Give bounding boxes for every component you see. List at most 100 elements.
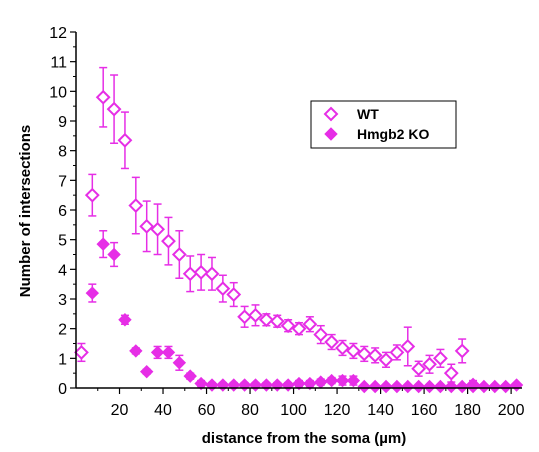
data-point [292, 376, 306, 391]
data-point [379, 379, 393, 394]
data-point [96, 237, 110, 251]
legend-ko-marker [324, 127, 338, 141]
x-axis-title: distance from the soma (µm) [202, 430, 407, 447]
data-point [226, 287, 242, 302]
data-point [281, 378, 295, 392]
data-point [171, 247, 187, 262]
data-point [401, 379, 415, 394]
y-tick-label: 5 [58, 233, 67, 250]
data-point [509, 378, 524, 392]
data-point [443, 365, 459, 381]
legend-box [310, 100, 457, 149]
data-point [84, 187, 100, 203]
data-point [357, 379, 371, 394]
series-wt [74, 66, 481, 393]
y-tick-label: 10 [49, 84, 67, 101]
data-point [313, 327, 329, 343]
data-point [161, 345, 176, 360]
y-tick-label: 12 [49, 25, 67, 42]
data-point [433, 350, 448, 366]
data-point [248, 307, 263, 323]
data-point [335, 340, 350, 356]
y-tick-label: 9 [58, 114, 67, 131]
data-point [302, 316, 318, 332]
data-point [368, 379, 382, 394]
data-point [269, 313, 285, 329]
data-point [356, 346, 372, 362]
x-tick-label: 200 [498, 402, 525, 419]
data-point [422, 379, 437, 394]
data-point [193, 264, 209, 280]
x-tick-label: 120 [324, 402, 351, 419]
data-point [172, 356, 187, 370]
data-point [118, 313, 132, 327]
data-point [454, 343, 470, 359]
data-point [74, 344, 89, 360]
data-point [335, 373, 350, 388]
data-point [106, 101, 122, 117]
data-point [303, 376, 317, 391]
data-point [107, 247, 121, 262]
data-point [444, 379, 459, 394]
y-tick-label: 6 [58, 203, 67, 220]
x-tick-label: 20 [111, 402, 129, 419]
x-tick-label: 100 [280, 402, 307, 419]
y-tick-label: 7 [58, 173, 67, 190]
data-point [367, 347, 383, 363]
data-point [390, 379, 404, 394]
legend-wt-marker [323, 106, 339, 122]
data-point [455, 379, 469, 394]
data-point [183, 369, 197, 383]
legend: WT Hmgb2 KO [310, 100, 457, 149]
x-tick-label: 180 [454, 402, 481, 419]
x-tick-label: 40 [154, 402, 172, 419]
data-point [129, 344, 143, 358]
y-tick-label: 8 [58, 144, 67, 161]
data-point [150, 221, 165, 237]
y-tick-label: 3 [58, 292, 67, 309]
legend-ko-label: Hmgb2 KO [357, 126, 429, 142]
series-hmgb2-ko [85, 230, 524, 394]
data-point [237, 309, 253, 325]
data-point [400, 339, 416, 354]
data-point [280, 318, 296, 334]
data-point [139, 218, 155, 234]
data-point [314, 375, 328, 389]
data-point [498, 379, 513, 394]
data-point [117, 132, 133, 148]
data-point [258, 312, 274, 328]
y-tick-label: 0 [58, 381, 67, 398]
data-point [433, 379, 448, 394]
x-tick-label: 160 [411, 402, 438, 419]
data-point [324, 373, 339, 388]
data-point [85, 286, 100, 300]
x-tick-label: 60 [198, 402, 216, 419]
data-point [411, 379, 426, 394]
data-point [324, 334, 340, 350]
data-point [378, 352, 394, 368]
data-point [204, 266, 220, 282]
x-tick-label: 140 [367, 402, 394, 419]
data-point [488, 379, 502, 394]
y-tick-label: 1 [58, 351, 67, 368]
data-point [346, 373, 361, 388]
data-point [182, 266, 198, 282]
data-point [477, 379, 491, 394]
data-point [422, 356, 437, 372]
data-point [291, 321, 307, 337]
data-point [389, 344, 405, 360]
y-tick-label: 11 [50, 55, 67, 72]
data-point [411, 361, 427, 377]
data-point [466, 379, 480, 394]
data-point [95, 89, 111, 105]
y-tick-label: 2 [58, 322, 67, 339]
data-point [150, 345, 165, 360]
data-point [215, 281, 231, 297]
legend-wt-label: WT [357, 106, 379, 122]
data-point [194, 376, 208, 391]
x-tick-label: 80 [241, 402, 259, 419]
y-tick-label: 4 [58, 262, 67, 279]
data-point [139, 364, 154, 379]
